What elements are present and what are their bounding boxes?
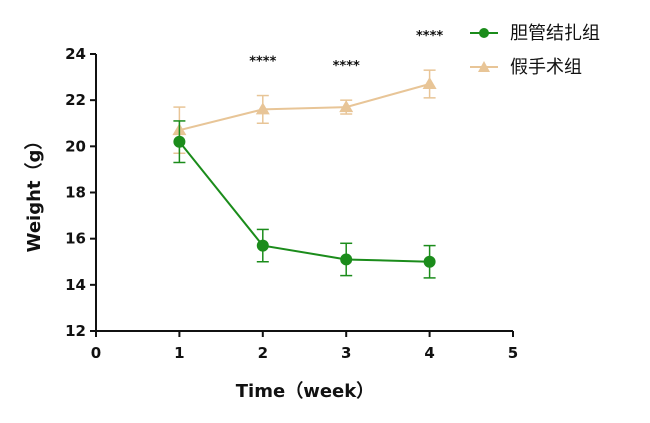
series-line: [179, 83, 430, 132]
series-sham: [172, 69, 437, 155]
significance-annotations: **** **** ****: [249, 29, 443, 74]
series-bile-duct-ligation: [173, 120, 436, 279]
y-tick-label: 22: [65, 91, 86, 109]
y-ticks: 12 14 16 18 20 22 24: [65, 45, 96, 340]
y-tick-label: 12: [65, 322, 86, 340]
significance-marker: ****: [416, 29, 443, 44]
x-tick-label: 1: [174, 344, 184, 362]
data-point-circle: [256, 239, 269, 252]
y-tick-label: 14: [65, 276, 86, 294]
data-point-triangle: [255, 102, 270, 115]
significance-marker: ****: [249, 55, 276, 70]
series-layer: [172, 69, 437, 279]
series-line: [178, 141, 430, 263]
legend-circle-marker: [479, 28, 489, 38]
y-axis-title: Weight（g）: [24, 132, 45, 253]
data-point-circle: [423, 255, 436, 268]
x-axis-title: Time（week）: [236, 381, 374, 402]
x-tick-label: 0: [91, 344, 101, 362]
y-tick-label: 16: [65, 230, 86, 248]
data-point-triangle: [339, 100, 354, 113]
legend-item-bile-duct-ligation: 胆管结扎组: [470, 23, 600, 44]
y-tick-label: 24: [65, 45, 86, 63]
legend: 胆管结扎组 假手术组: [470, 23, 600, 78]
x-tick-label: 2: [258, 344, 268, 362]
legend-item-sham: 假手术组: [470, 57, 582, 78]
data-point-circle: [340, 253, 353, 266]
x-tick-label: 5: [508, 344, 518, 362]
x-tick-label: 4: [424, 344, 434, 362]
data-point-circle: [173, 135, 186, 148]
legend-label-sham: 假手术组: [510, 57, 582, 78]
legend-triangle-marker: [478, 61, 490, 72]
significance-marker: ****: [333, 59, 360, 74]
y-tick-label: 20: [65, 137, 86, 155]
legend-label-bile-duct-ligation: 胆管结扎组: [510, 23, 600, 44]
x-ticks: 0 1 2 3 4 5: [91, 331, 518, 362]
data-point-triangle: [422, 77, 437, 90]
y-tick-label: 18: [65, 184, 86, 202]
x-tick-label: 3: [341, 344, 351, 362]
